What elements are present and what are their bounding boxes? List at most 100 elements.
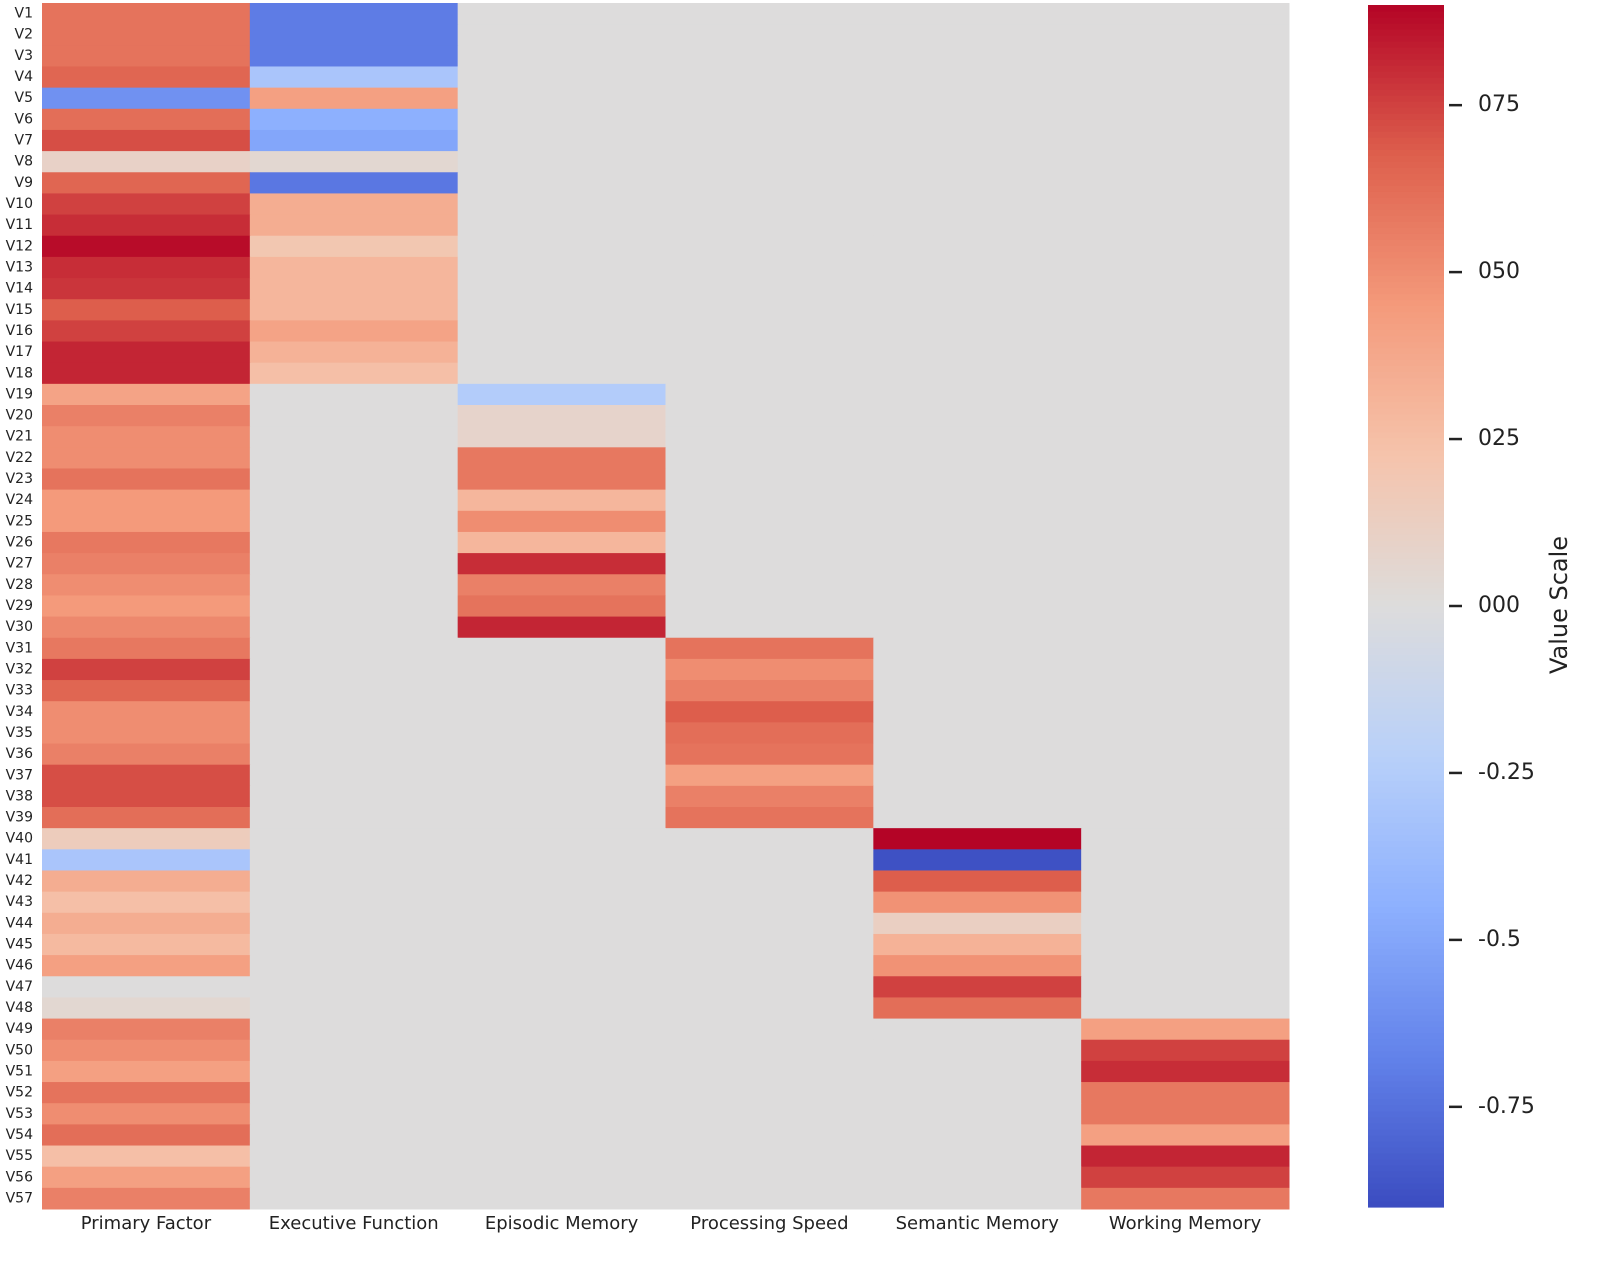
colorbar-segment <box>1368 29 1444 36</box>
heatmap-cell <box>42 489 251 512</box>
colorbar-segment <box>1368 401 1444 409</box>
heatmap-cell <box>873 426 1082 448</box>
heatmap-cell <box>249 468 459 491</box>
colorbar-label: Value Scale <box>1545 536 1573 674</box>
heatmap-cell <box>665 129 874 152</box>
heatmap-cell <box>873 870 1082 893</box>
colorbar-segment <box>1368 822 1444 829</box>
colorbar-segment <box>1368 143 1444 150</box>
colorbar-segment <box>1368 744 1444 751</box>
heatmap-cell <box>42 595 251 618</box>
heatmap-cell <box>249 574 459 596</box>
row-label: V26 <box>6 535 33 551</box>
heatmap-cell <box>457 785 666 808</box>
colorbar-segment <box>1368 5 1444 12</box>
colorbar-segment <box>1368 708 1444 715</box>
heatmap-cell <box>873 1082 1082 1104</box>
column-label: Executive Function <box>269 1213 439 1234</box>
colorbar-segment <box>1368 365 1444 373</box>
heatmap-cell <box>249 405 459 427</box>
colorbar-segment <box>1368 1128 1444 1136</box>
heatmap-cell <box>873 278 1082 300</box>
row-label: V1 <box>15 6 33 22</box>
heatmap-cell <box>457 807 666 829</box>
heatmap-cell <box>249 807 459 829</box>
row-label: V24 <box>6 492 33 508</box>
heatmap-cell <box>457 891 666 914</box>
heatmap-cell <box>1081 616 1290 639</box>
row-label: V14 <box>6 281 33 297</box>
heatmap-cell <box>665 743 874 766</box>
colorbar-segment <box>1368 131 1444 138</box>
heatmap-cell <box>1081 214 1290 237</box>
heatmap-cell <box>457 299 666 321</box>
heatmap-cell <box>1081 531 1290 554</box>
heatmap-cell <box>249 489 459 512</box>
heatmap-cell <box>457 447 666 469</box>
colorbar-segment <box>1368 503 1444 511</box>
heatmap-cell <box>42 66 251 89</box>
colorbar-segment <box>1368 209 1444 216</box>
heatmap-cell <box>457 1187 666 1210</box>
heatmap-cell <box>665 510 874 533</box>
heatmap-cell <box>457 383 666 406</box>
heatmap-cell <box>1081 87 1290 110</box>
heatmap-cell <box>1081 3 1290 25</box>
colorbar-segment <box>1368 918 1444 926</box>
colorbar-segment <box>1368 233 1444 240</box>
heatmap-cell <box>665 891 874 914</box>
colorbar-segment <box>1368 437 1444 445</box>
colorbar-segment <box>1368 521 1444 529</box>
colorbar-segment <box>1368 149 1444 156</box>
colorbar-segment <box>1368 317 1444 325</box>
heatmap-cell <box>249 828 459 850</box>
heatmap-cell <box>457 1145 666 1168</box>
colorbar-segment <box>1368 371 1444 379</box>
row-label: V10 <box>6 196 33 212</box>
colorbar-segment <box>1368 678 1444 685</box>
heatmap-cell <box>1081 129 1290 152</box>
heatmap-cell <box>873 828 1082 850</box>
heatmap-cell <box>1081 1060 1290 1083</box>
heatmap-cell <box>249 764 459 787</box>
colorbar-segment <box>1368 485 1444 493</box>
heatmap-cell <box>42 574 251 596</box>
colorbar-segment <box>1368 59 1444 66</box>
colorbar-tick-label: 000 <box>1478 593 1520 618</box>
colorbar-segment <box>1368 449 1444 457</box>
colorbar-segment <box>1368 660 1444 667</box>
colorbar-segment <box>1368 1038 1444 1046</box>
heatmap-cell <box>42 299 251 321</box>
colorbar-segment <box>1368 1026 1444 1034</box>
heatmap-cell <box>249 1082 459 1104</box>
heatmap-cell <box>42 680 251 702</box>
colorbar-segment <box>1368 834 1444 841</box>
heatmap-cell <box>457 1082 666 1104</box>
heatmap-cell <box>873 1166 1082 1189</box>
colorbar-segment <box>1368 71 1444 78</box>
heatmap-cell <box>873 1039 1082 1062</box>
heatmap-cell <box>1081 1039 1290 1062</box>
heatmap-cell <box>249 997 459 1020</box>
colorbar-segment <box>1368 173 1444 180</box>
row-label: V18 <box>6 365 33 381</box>
colorbar-segment <box>1368 978 1444 986</box>
colorbar-segment <box>1368 690 1444 697</box>
colorbar-segment <box>1368 41 1444 48</box>
heatmap-cell <box>249 129 459 152</box>
colorbar-segment <box>1368 948 1444 956</box>
heatmap-cell <box>249 1103 459 1125</box>
heatmap-cell <box>1081 870 1290 893</box>
colorbar-segment <box>1368 756 1444 763</box>
colorbar-segment <box>1368 984 1444 992</box>
colorbar-segment <box>1368 197 1444 204</box>
colorbar-segment <box>1368 35 1444 42</box>
heatmap-cell <box>42 45 251 67</box>
colorbar-segment <box>1368 227 1444 234</box>
heatmap-cell <box>1081 278 1290 300</box>
colorbar-segment <box>1368 119 1444 126</box>
heatmap-cell <box>665 574 874 596</box>
colorbar-segment <box>1368 95 1444 102</box>
colorbar-segment <box>1368 389 1444 397</box>
column-label: Semantic Memory <box>896 1213 1060 1234</box>
